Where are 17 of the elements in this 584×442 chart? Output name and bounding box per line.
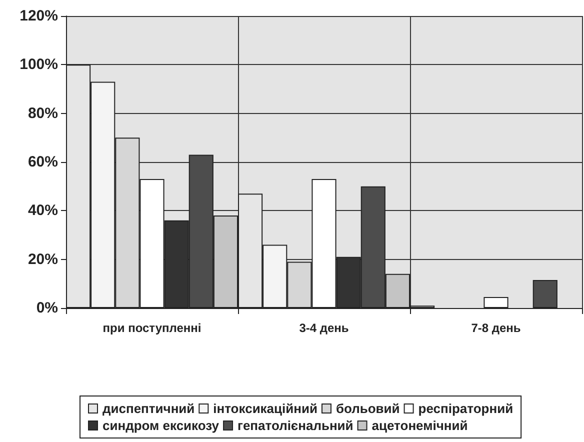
legend-label: інтоксикаційний xyxy=(213,401,318,416)
y-tick-label: 40% xyxy=(28,202,58,220)
y-tick-label: 100% xyxy=(20,56,58,74)
x-tick-label: при поступленні xyxy=(102,321,202,335)
legend-label: диспептичний xyxy=(102,401,195,416)
y-tick-label: 0% xyxy=(36,300,58,316)
y-tick-label: 120% xyxy=(20,8,58,24)
legend-label: больовий xyxy=(336,401,400,416)
legend-label: синдром ексикозу xyxy=(102,418,220,433)
y-tick-label: 80% xyxy=(28,104,58,122)
legend-label: респіраторний xyxy=(418,401,514,416)
legend-label: ацетонемічний xyxy=(372,418,468,433)
y-tick-label: 60% xyxy=(28,154,58,170)
x-tick-label: 3-4 день xyxy=(299,321,349,335)
y-tick-label: 20% xyxy=(28,250,58,268)
x-tick-label: 7-8 день xyxy=(471,321,521,335)
legend-label: гепатолієнальний xyxy=(238,418,354,433)
